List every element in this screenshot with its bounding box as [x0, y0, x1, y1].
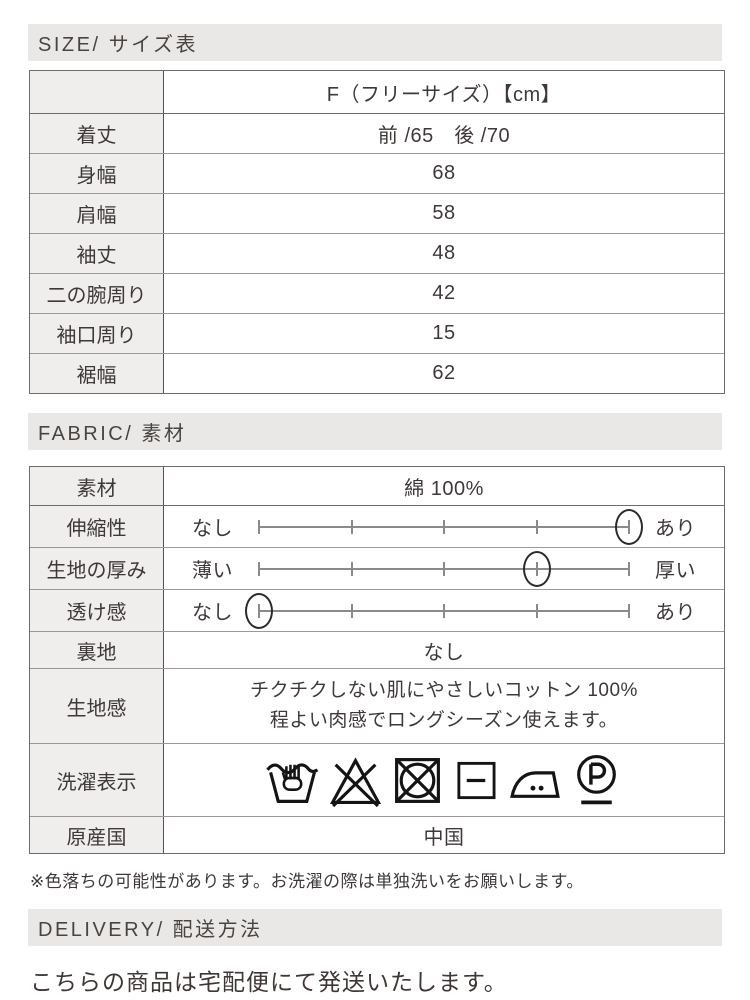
scale-tick — [258, 519, 260, 534]
size-header-empty-cell — [30, 71, 164, 113]
row-label: 身幅 — [30, 154, 164, 193]
table-row: 袖口周り 15 — [30, 313, 724, 353]
rating-scale — [258, 506, 643, 547]
row-value: 62 — [432, 362, 456, 384]
size-table-header-row: F（フリーサイズ）【cm】 — [30, 71, 724, 113]
scale-tick — [350, 519, 353, 534]
row-value: 58 — [432, 202, 456, 224]
row-value: 48 — [432, 242, 456, 264]
row-label: 透け感 — [30, 590, 164, 631]
row-label: 生地の厚み — [30, 548, 164, 589]
row-label: 裏地 — [30, 632, 164, 668]
row-value: 68 — [432, 162, 456, 184]
row-label: 袖口周り — [30, 314, 164, 353]
row-label: 素材 — [30, 467, 164, 505]
rating-scale — [245, 590, 630, 631]
scale-tick — [628, 603, 630, 618]
table-row: 袖丈 48 — [30, 233, 724, 273]
row-value: 前 /65 後 /70 — [377, 125, 511, 147]
fabric-row-origin: 原産国 中国 — [30, 816, 724, 853]
fabric-row-thickness: 生地の厚み 薄い 厚い — [30, 547, 724, 589]
table-row: 身幅 68 — [30, 153, 724, 193]
row-value: 中国 — [423, 826, 465, 849]
dry-flat-icon — [457, 761, 496, 799]
scale-cell: なし あり — [164, 590, 724, 631]
fabric-row-care: 洗濯表示 — [30, 743, 724, 816]
delivery-section-header: DELIVERY/ 配送方法 — [28, 909, 722, 946]
texture-description: チクチクしない肌にやさしいコットン 100% 程よい肉感でロングシーズン使えます… — [250, 676, 638, 737]
scale-tick — [628, 561, 630, 576]
scale-tick — [443, 519, 445, 534]
row-label: 袖丈 — [30, 234, 164, 273]
delivery-text: こちらの商品は宅配便にて発送いたします。 — [30, 969, 508, 995]
size-column-header: F（フリーサイズ）【cm】 — [326, 83, 562, 106]
texture-line-1: チクチクしない肌にやさしいコットン 100% — [250, 679, 638, 701]
fabric-row-texture: 生地感 チクチクしない肌にやさしいコットン 100% 程よい肉感でロングシーズン… — [30, 668, 724, 743]
fabric-table: 素材 綿 100% 伸縮性 なし あり 生地の厚み — [29, 466, 725, 854]
scale-tick — [535, 519, 538, 534]
scale-left-label: 薄い — [192, 560, 233, 582]
scale-right-label: あり — [655, 602, 696, 624]
scale-marker-circle — [615, 508, 643, 545]
scale-tick — [443, 603, 445, 618]
table-row: 肩幅 58 — [30, 193, 724, 233]
row-label: 着丈 — [30, 114, 164, 153]
care-note: ※色落ちの可能性があります。お洗濯の際は単独洗いをお願いします。 — [30, 872, 584, 891]
do-not-tumble-dry-icon — [395, 757, 440, 803]
row-label: 洗濯表示 — [30, 744, 164, 816]
scale-tick — [535, 603, 538, 618]
scale-cell: なし あり — [164, 506, 724, 547]
iron-two-dots-icon — [510, 770, 560, 798]
scale-left-label: なし — [192, 602, 233, 624]
row-label: 生地感 — [30, 669, 164, 743]
fabric-section-title: FABRIC/ 素材 — [38, 423, 187, 445]
scale-cell: 薄い 厚い — [164, 548, 724, 589]
table-row: 二の腕周り 42 — [30, 273, 724, 313]
table-row: 裾幅 62 — [30, 353, 724, 393]
row-label: 肩幅 — [30, 194, 164, 233]
hand-wash-icon — [266, 762, 319, 803]
do-not-bleach-icon — [329, 756, 382, 807]
row-label: 原産国 — [30, 817, 164, 853]
size-section-header: SIZE/ サイズ表 — [28, 24, 722, 61]
row-value: 15 — [432, 322, 456, 344]
fabric-row-material: 素材 綿 100% — [30, 467, 724, 505]
row-value — [164, 744, 724, 816]
row-label: 二の腕周り — [30, 274, 164, 313]
scale-right-label: あり — [655, 518, 696, 540]
row-value: なし — [423, 641, 465, 664]
table-row: 着丈 前 /65 後 /70 — [30, 113, 724, 153]
scale-left-label: なし — [192, 518, 233, 540]
row-label: 裾幅 — [30, 354, 164, 393]
size-section-title: SIZE/ サイズ表 — [38, 34, 198, 56]
size-table: F（フリーサイズ）【cm】 着丈 前 /65 後 /70 身幅 68 肩幅 58… — [29, 70, 725, 394]
fabric-row-stretch: 伸縮性 なし あり — [30, 505, 724, 547]
row-value: チクチクしない肌にやさしいコットン 100% 程よい肉感でロングシーズン使えます… — [164, 669, 724, 743]
scale-marker-circle — [245, 592, 273, 629]
texture-line-2: 程よい肉感でロングシーズン使えます。 — [269, 710, 619, 731]
scale-right-label: 厚い — [655, 560, 696, 582]
row-value: 綿 100% — [404, 477, 484, 500]
scale-tick — [443, 561, 445, 576]
row-label: 伸縮性 — [30, 506, 164, 547]
scale-tick — [350, 603, 353, 618]
scale-tick — [258, 561, 260, 576]
delivery-section-title: DELIVERY/ 配送方法 — [38, 919, 263, 941]
fabric-row-sheerness: 透け感 なし あり — [30, 589, 724, 631]
scale-tick — [350, 561, 353, 576]
dry-clean-p-mild-icon — [577, 755, 616, 805]
row-value: 42 — [432, 282, 456, 304]
rating-scale — [258, 548, 630, 589]
scale-marker-circle — [522, 550, 551, 587]
fabric-row-lining: 裏地 なし — [30, 631, 724, 668]
fabric-section-header: FABRIC/ 素材 — [28, 413, 722, 450]
laundry-icons — [264, 751, 624, 809]
